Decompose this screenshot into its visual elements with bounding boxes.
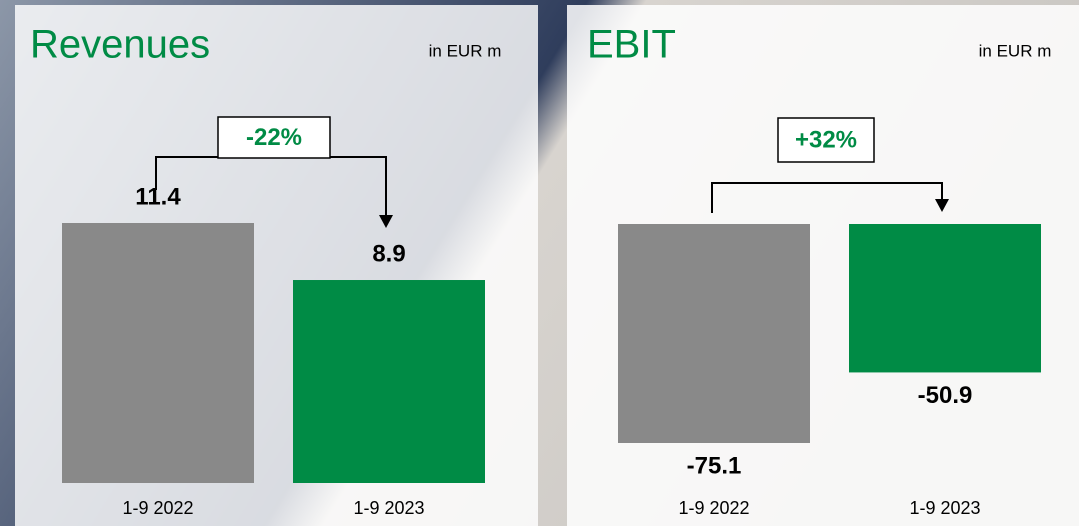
chart-title: Revenues bbox=[30, 23, 210, 67]
arrow-head bbox=[379, 215, 393, 228]
change-bracket bbox=[711, 182, 943, 213]
x-tick-label: 1-9 2023 bbox=[909, 498, 980, 518]
change-label: +32% bbox=[795, 126, 857, 153]
x-tick-label: 1-9 2022 bbox=[122, 498, 193, 518]
subtitle: in EUR m bbox=[429, 41, 502, 60]
x-tick-label: 1-9 2022 bbox=[678, 498, 749, 518]
bar bbox=[293, 280, 485, 483]
bar bbox=[62, 223, 254, 483]
chart-title: EBIT bbox=[587, 23, 676, 67]
value-label: -50.9 bbox=[918, 382, 973, 409]
arrow-head bbox=[935, 199, 949, 212]
value-label: 8.9 bbox=[372, 240, 405, 267]
value-label: 11.4 bbox=[135, 183, 181, 210]
bar bbox=[618, 224, 810, 443]
change-label: -22% bbox=[246, 124, 302, 151]
change-box bbox=[217, 116, 331, 159]
x-tick-label: 1-9 2023 bbox=[353, 498, 424, 518]
bar bbox=[849, 224, 1041, 373]
subtitle: in EUR m bbox=[979, 41, 1052, 60]
value-label: -75.1 bbox=[687, 452, 742, 479]
change-box bbox=[777, 117, 875, 163]
